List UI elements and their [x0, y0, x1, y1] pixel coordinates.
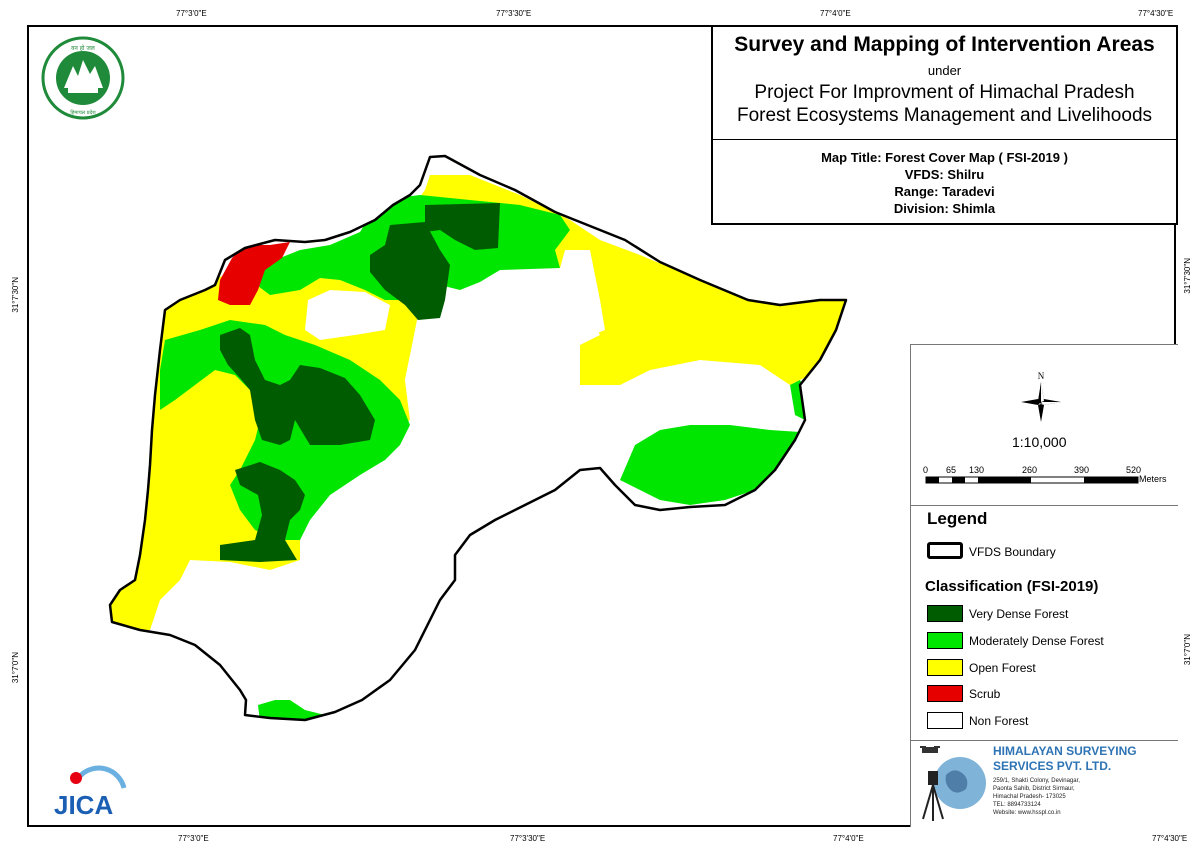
boundary-label: VFDS Boundary [969, 545, 1056, 559]
swatch-very-dense [927, 605, 963, 622]
map-title: Map Title: Forest Cover Map ( FSI-2019 ) [821, 150, 1068, 165]
title-box: Survey and Mapping of Intervention Areas… [711, 25, 1178, 225]
scale-ratio: 1:10,000 [1012, 434, 1067, 450]
coord-top-2: 77°3'30"E [496, 9, 532, 18]
under-text: under [927, 63, 962, 78]
legend-panel [910, 344, 1178, 827]
address-line-1: 259/1, Shakti Colony, Devinagar, [993, 778, 1080, 784]
legend-open-forest: Open Forest [969, 661, 1036, 675]
division-name: Division: Shimla [893, 201, 996, 216]
legend-divider-2 [910, 740, 1178, 741]
address-line-2: Paonta Sahib, District Sirmaur, [993, 786, 1075, 792]
scale-tick-4: 390 [1074, 465, 1090, 475]
forest-dept-logo: वन हो जल हिमाचल प्रदेश [38, 36, 128, 120]
legend-heading: Legend [927, 509, 988, 528]
coord-top-3: 77°4'0"E [820, 9, 851, 18]
swatch-scrub [927, 685, 963, 702]
coord-top-1: 77°3'0"E [176, 9, 207, 18]
map-info: Map Title: Forest Cover Map ( FSI-2019 )… [713, 149, 1176, 217]
svg-text:हिमाचल प्रदेश: हिमाचल प्रदेश [70, 109, 96, 116]
address-phone: TEL: 8894733124 [993, 802, 1041, 808]
legend-very-dense: Very Dense Forest [969, 607, 1069, 621]
scale-tick-0: 0 [923, 465, 929, 475]
project-line-1: Project For Improvment of Himachal Prade… [754, 82, 1135, 103]
legend-moderately-dense: Moderately Dense Forest [969, 634, 1104, 648]
svg-text:वन हो जल: वन हो जल [71, 44, 96, 52]
company-name-2: SERVICES PVT. LTD. [993, 759, 1112, 773]
address-line-3: Himachal Pradesh- 173025 [993, 794, 1066, 800]
north-arrow: N [1018, 370, 1064, 424]
vfds-name: VFDS: Shilru [904, 167, 985, 182]
classification-heading: Classification (FSI-2019) [925, 578, 1099, 595]
boundary-swatch [927, 542, 963, 559]
coord-bottom-3: 77°4'0"E [833, 834, 864, 843]
scale-tick-2: 130 [969, 465, 985, 475]
scale-tick-5: 520 [1126, 465, 1142, 475]
scale-unit: Meters [1139, 474, 1167, 484]
coord-bottom-4: 77°4'30"E [1152, 834, 1188, 843]
swatch-moderately-dense [927, 632, 963, 649]
project-line-2: Forest Ecosystems Management and Livelih… [736, 105, 1153, 126]
legend-divider-1 [910, 505, 1178, 506]
svg-text:JICA: JICA [54, 790, 113, 820]
swatch-non-forest [927, 712, 963, 729]
company-address: 259/1, Shakti Colony, Devinagar, Paonta … [993, 777, 1080, 817]
north-label: N [1038, 371, 1045, 381]
company-name-1: HIMALAYAN SURVEYING [993, 744, 1137, 758]
scale-bar [925, 476, 1139, 484]
swatch-open-forest [927, 659, 963, 676]
coord-bottom-2: 77°3'30"E [510, 834, 546, 843]
jica-logo: JICA [50, 758, 130, 820]
coord-bottom-1: 77°3'0"E [178, 834, 209, 843]
main-title: Survey and Mapping of Intervention Areas [734, 33, 1155, 56]
company-logo [918, 745, 990, 823]
legend-non-forest: Non Forest [969, 714, 1029, 728]
coord-top-4: 77°4'30"E [1138, 9, 1174, 18]
address-website: Website: www.hsspl.co.in [993, 810, 1061, 816]
scale-tick-1: 65 [946, 465, 957, 475]
title-divider [713, 139, 1176, 140]
scale-tick-3: 260 [1022, 465, 1038, 475]
legend-scrub: Scrub [969, 687, 1001, 701]
range-name: Range: Taradevi [894, 184, 995, 199]
